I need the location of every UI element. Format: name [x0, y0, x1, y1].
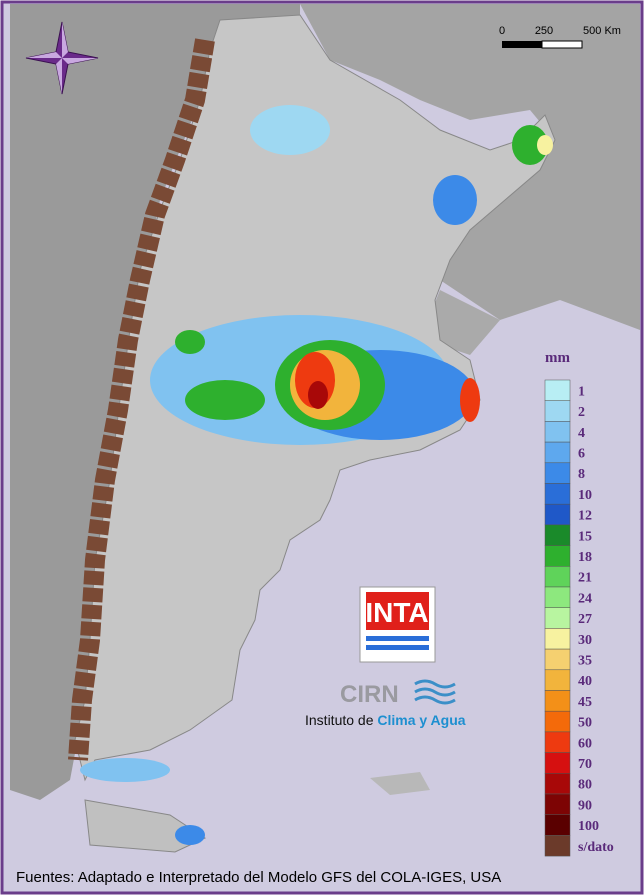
footer: Fuentes: Adaptado e Interpretado del Mod… — [16, 869, 501, 886]
legend-swatch — [544, 462, 571, 484]
legend-label: 24 — [578, 591, 592, 606]
legend-swatch — [544, 669, 571, 691]
legend-label: 18 — [578, 550, 592, 565]
legend-label: 4 — [578, 426, 585, 441]
cirn-waves — [414, 679, 456, 705]
legend-swatch — [544, 710, 571, 733]
legend-swatch — [544, 483, 571, 505]
legend-label: 12 — [578, 509, 592, 524]
legend-swatch — [544, 545, 571, 567]
legend-label: 6 — [578, 446, 585, 461]
legend: mm 1246810121518212427303540455060708090… — [544, 350, 614, 857]
legend-label: 60 — [578, 736, 592, 751]
legend-label: 45 — [578, 695, 592, 710]
institute-prefix: Instituto de — [305, 712, 374, 728]
malvinas — [370, 772, 430, 795]
legend-label: 90 — [578, 798, 592, 813]
legend-label: 40 — [578, 674, 592, 689]
legend-label: 1 — [578, 384, 585, 399]
legend-swatch — [544, 628, 571, 650]
legend-label: 2 — [578, 405, 585, 420]
institute-text: Instituto de Clima y Agua — [305, 712, 466, 728]
scale-label: 0 — [499, 25, 505, 37]
legend-swatch — [544, 566, 571, 588]
legend-swatch — [544, 379, 571, 401]
legend-swatch — [544, 793, 571, 815]
legend-label: 10 — [578, 488, 592, 503]
precipitation — [80, 105, 553, 845]
cirn-text: CIRN — [340, 681, 399, 708]
legend-swatch — [544, 773, 571, 795]
legend-label: 100 — [578, 819, 599, 834]
uruguay — [432, 290, 500, 355]
legend-label: s/dato — [578, 840, 614, 855]
inta-logo: INTA — [359, 586, 436, 663]
scale-label: 250 — [535, 25, 553, 37]
legend-label: 80 — [578, 778, 592, 793]
legend-label: 35 — [578, 653, 592, 668]
inta-text: INTA — [365, 597, 428, 628]
legend-swatch — [544, 835, 571, 857]
legend-swatch — [544, 648, 571, 671]
legend-swatch — [544, 400, 571, 422]
legend-label: 50 — [578, 716, 592, 731]
legend-title: mm — [545, 350, 570, 366]
legend-label: 30 — [578, 633, 592, 648]
legend-label: 27 — [578, 612, 592, 627]
legend-label: 70 — [578, 757, 592, 772]
legend-swatch — [544, 690, 571, 712]
no-data-strip — [68, 38, 215, 761]
scale-label: 500 Km — [583, 25, 621, 37]
legend-swatch — [544, 752, 571, 774]
legend-label: 8 — [578, 467, 585, 482]
legend-swatch — [544, 421, 571, 443]
legend-label: 21 — [578, 571, 592, 586]
scale-bar: 0 250 500 Km — [499, 25, 621, 49]
legend-swatch — [544, 814, 571, 836]
compass-rose — [25, 21, 99, 95]
legend-label: 15 — [578, 529, 592, 544]
legend-swatch — [544, 524, 571, 546]
legend-swatch — [544, 441, 571, 464]
legend-swatch — [544, 607, 571, 629]
legend-swatch — [544, 586, 571, 608]
neighbour-countries — [300, 4, 640, 330]
legend-swatch — [544, 503, 571, 526]
institute-name: Clima y Agua — [377, 712, 465, 728]
legend-swatch — [544, 731, 571, 753]
